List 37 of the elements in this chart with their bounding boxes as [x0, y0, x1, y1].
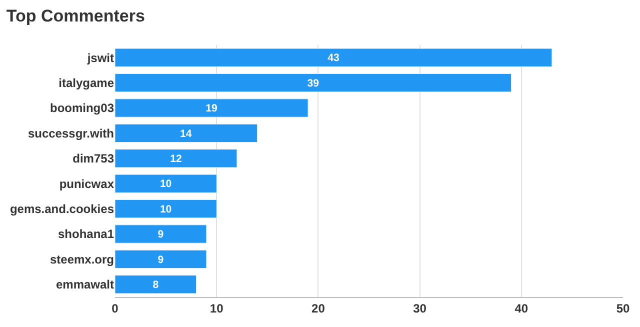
bar	[115, 275, 197, 294]
y-tick-label: italygame	[58, 76, 114, 90]
x-tick-label: 50	[616, 301, 630, 316]
bar	[115, 199, 217, 218]
chart-title: Top Commenters	[6, 6, 145, 26]
data-label: 43	[328, 52, 340, 64]
x-tick-label: 10	[210, 301, 224, 316]
bar	[115, 73, 512, 92]
data-label: 14	[180, 128, 192, 140]
bar	[115, 98, 308, 118]
y-tick-label: booming03	[50, 101, 114, 116]
y-tick-label: shohana1	[58, 227, 114, 242]
y-tick-label: jswit	[86, 50, 114, 65]
y-tick-label: successgr.with	[28, 126, 114, 140]
y-tick-label: dim753	[72, 152, 114, 166]
y-tick-label: punicwax	[59, 176, 114, 191]
data-label: 10	[160, 178, 172, 190]
x-tick-label: 40	[514, 301, 528, 316]
data-label: 10	[160, 203, 172, 216]
bar	[115, 48, 552, 67]
bar	[115, 174, 217, 193]
data-label: 9	[158, 254, 164, 266]
bar	[115, 224, 207, 244]
bar	[115, 124, 258, 143]
x-tick-label: 0	[112, 301, 119, 316]
data-label: 39	[307, 77, 320, 90]
bar	[115, 250, 207, 269]
bar	[115, 149, 238, 168]
data-label: 8	[152, 279, 159, 292]
y-tick-label: gems.and.cookies	[10, 202, 114, 216]
y-tick-label: steemx.org	[50, 252, 114, 266]
x-tick-label: 30	[413, 301, 427, 316]
data-label: 19	[206, 102, 218, 115]
data-label: 9	[158, 228, 164, 241]
x-tick-label: 20	[312, 301, 326, 316]
y-tick-label: emmawalt	[56, 278, 114, 292]
data-label: 12	[170, 153, 182, 166]
